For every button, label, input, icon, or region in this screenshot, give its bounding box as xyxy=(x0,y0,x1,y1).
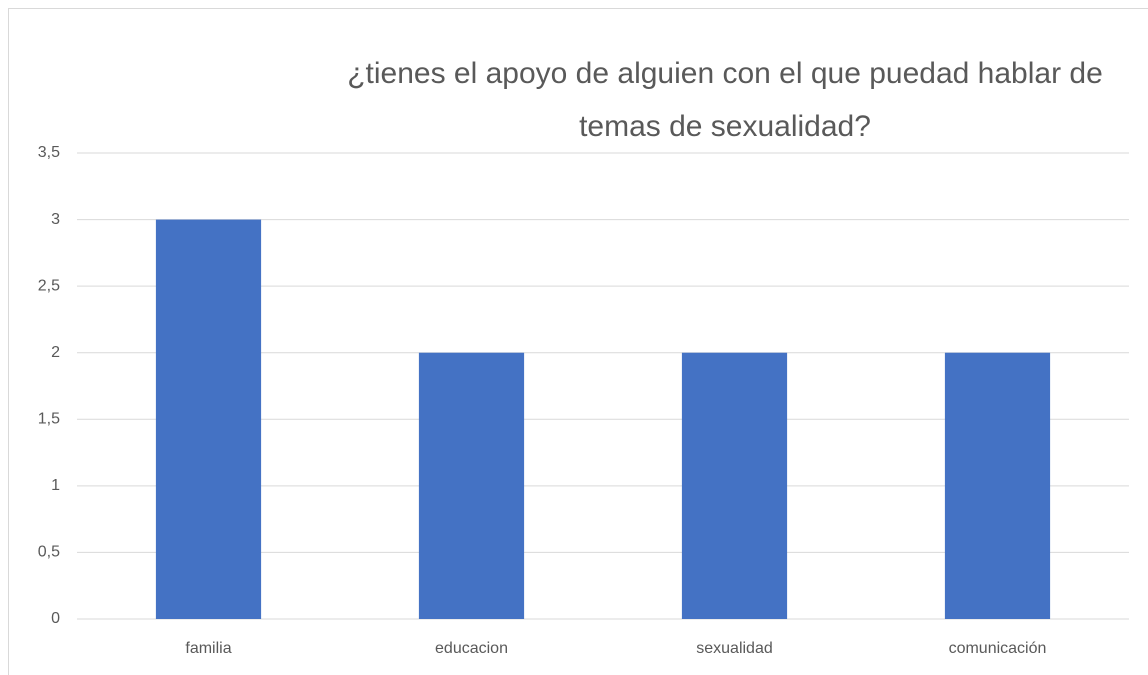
y-tick-label: 0 xyxy=(51,610,60,627)
chart-title: temas de sexualidad? xyxy=(579,110,871,143)
x-tick-label: comunicación xyxy=(949,640,1047,657)
y-tick-label: 0,5 xyxy=(38,544,60,561)
y-tick-label: 2,5 xyxy=(38,277,60,294)
y-tick-label: 2 xyxy=(51,344,60,361)
x-tick-label: familia xyxy=(185,640,231,657)
y-tick-label: 3 xyxy=(51,211,60,228)
x-tick-label: sexualidad xyxy=(696,640,773,657)
x-tick-label: educacion xyxy=(435,640,508,657)
bar xyxy=(944,352,1051,619)
chart-title: ¿tienes el apoyo de alguien con el que p… xyxy=(347,57,1103,90)
y-tick-label: 1,5 xyxy=(38,411,60,428)
bar xyxy=(681,352,788,619)
bar xyxy=(155,219,262,620)
y-tick-label: 3,5 xyxy=(38,144,60,161)
bar xyxy=(418,352,525,619)
y-tick-label: 1 xyxy=(51,477,60,494)
